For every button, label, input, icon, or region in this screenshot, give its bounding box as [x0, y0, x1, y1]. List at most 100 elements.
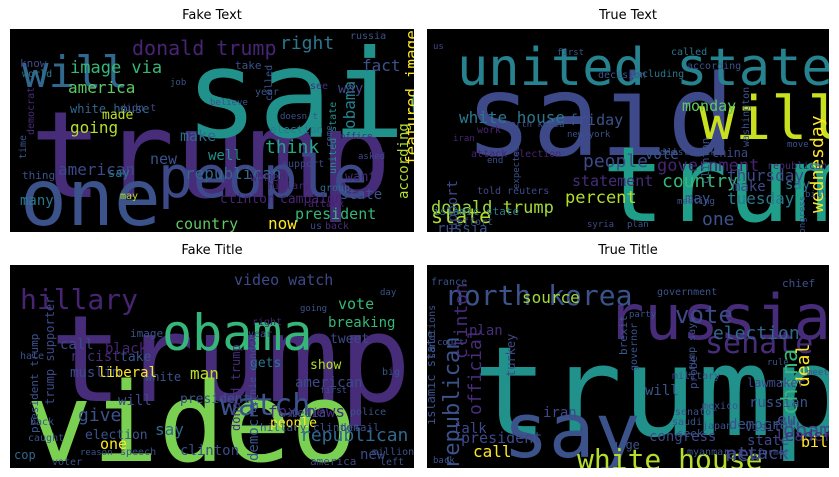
- word-show: show: [310, 358, 341, 373]
- word-rule: rule: [767, 358, 789, 368]
- word-will: will: [118, 393, 152, 409]
- word-trump: trump: [50, 291, 411, 430]
- word-president-trump: president trump: [28, 334, 41, 433]
- word-plan: plan: [469, 323, 503, 339]
- word-china: china: [712, 146, 748, 160]
- word-bill: bill: [805, 190, 827, 200]
- word-white-house: white house: [459, 108, 565, 127]
- panel-title: Fake Title: [181, 243, 243, 258]
- word-bill: bill: [801, 433, 829, 451]
- word-voter: voter: [52, 457, 82, 468]
- word-right: right: [252, 317, 282, 328]
- word-world: world: [22, 69, 52, 80]
- word-monday: monday: [682, 97, 736, 115]
- word-bernie-sander: bernie sander: [248, 335, 259, 413]
- word-lawmaker: lawmaker: [747, 376, 805, 390]
- word-republican: republican: [767, 161, 827, 172]
- word-featured-image: featured image: [402, 30, 414, 165]
- word-trump: trump: [30, 87, 391, 226]
- word-democrat: democrat: [26, 87, 37, 135]
- word-white: white: [145, 370, 181, 384]
- word-meeting: meeting: [677, 197, 715, 207]
- word-russia: russia: [350, 31, 386, 42]
- word-north-korea: north korea: [447, 279, 632, 312]
- word-left: left: [380, 457, 404, 468]
- word-one: one: [20, 154, 161, 232]
- word-deal: deal: [793, 344, 814, 387]
- word-probe: probe: [687, 356, 700, 389]
- word-statement: statement: [572, 172, 653, 190]
- word-police: police: [350, 407, 386, 418]
- word-according: according: [396, 123, 412, 199]
- word-called: called: [264, 65, 275, 101]
- word-republican: republican: [300, 425, 408, 446]
- word-will: will: [22, 47, 128, 98]
- word-election: election: [85, 428, 148, 443]
- panel-true-title: True Title trump say russia north korea whit…: [427, 236, 829, 468]
- word-called: called: [671, 47, 707, 58]
- word-last-week: last week: [667, 148, 716, 158]
- word-france: france: [431, 277, 467, 288]
- word-clinton: clinton: [451, 283, 472, 359]
- wordcloud-true-title: trump say russia north korea white house sena…: [427, 265, 829, 468]
- word-donald-trump: donald trump: [132, 36, 277, 60]
- word-give: give: [78, 405, 121, 426]
- word-white-house: white house: [70, 102, 149, 116]
- word-new-york: new york: [567, 130, 611, 140]
- word-source: source: [522, 288, 580, 307]
- word-iran: iran: [453, 134, 475, 144]
- word-hillary-clinton: hillary clinton: [260, 421, 359, 434]
- word-make: make: [732, 179, 766, 195]
- word-speech: speech: [120, 447, 156, 458]
- word-way: way: [338, 81, 363, 97]
- word-see: see: [310, 81, 328, 92]
- word-cop: cop: [14, 448, 36, 462]
- wordcloud-fake-title: trump video obama hillary watch donald trump r…: [10, 265, 414, 468]
- word-military: military: [672, 371, 720, 382]
- word-syria: syria: [587, 220, 614, 230]
- word-congress: congress: [798, 196, 808, 232]
- word-going: going: [70, 118, 118, 137]
- word-say: say: [155, 420, 184, 439]
- word-america: america: [310, 455, 356, 468]
- word-added: added: [649, 148, 676, 158]
- word-first: first: [320, 386, 347, 396]
- word-watch: watch: [220, 388, 310, 423]
- word-office: office: [340, 132, 373, 142]
- word-democrat: democrat: [729, 417, 796, 433]
- word-big: big: [382, 367, 400, 378]
- word-people: people: [158, 143, 368, 211]
- word-call: call: [473, 442, 512, 461]
- word-american: american: [295, 375, 362, 391]
- word-new: new: [150, 150, 178, 168]
- word-russian: russian: [749, 395, 808, 411]
- word-new: new: [725, 442, 762, 466]
- word-time: time: [18, 135, 29, 159]
- word-man: man: [190, 364, 219, 383]
- word-mexico: mexico: [702, 401, 738, 412]
- word-election: election: [270, 123, 323, 136]
- word-court: court: [437, 338, 464, 348]
- word-us: us: [310, 221, 322, 232]
- word-country: country: [175, 215, 238, 232]
- word-including: including: [630, 69, 684, 80]
- word-saudi: saudi: [672, 417, 702, 428]
- word-attack-election: attack election: [471, 149, 561, 160]
- word-government: government: [657, 287, 717, 298]
- word-president: president: [295, 205, 376, 223]
- word-iran: iran: [543, 405, 577, 421]
- word-want: want: [345, 170, 376, 185]
- word-plan: plan: [627, 220, 649, 230]
- word-year: year: [255, 87, 279, 98]
- word-white-house: white house: [577, 443, 762, 468]
- word-million: million: [372, 447, 414, 458]
- word-support: support: [445, 180, 461, 232]
- word-trump-says: trump says: [687, 317, 698, 377]
- word-republican: republican: [440, 337, 465, 468]
- word-effort: effort: [457, 217, 493, 228]
- word-north-korea: north korea: [505, 120, 565, 130]
- word-detail: detail: [340, 421, 380, 434]
